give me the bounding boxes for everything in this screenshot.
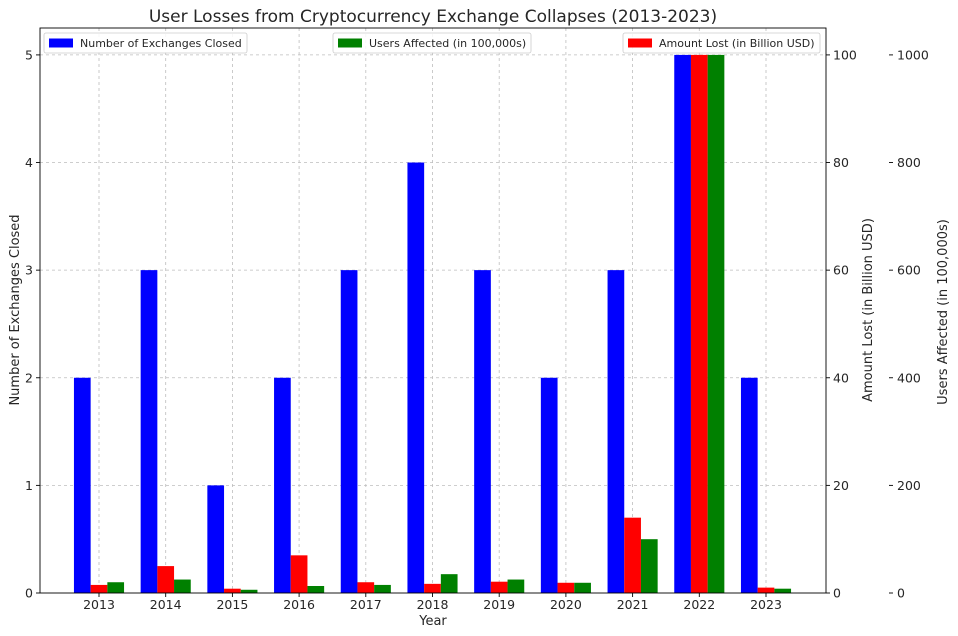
bar-left-2022 (674, 54, 691, 593)
bar-right1-2023 (757, 587, 775, 593)
bar-right2-2021 (640, 539, 658, 593)
axes: 2013 2014 2015 2016 2017 2018 2019 2020 2021 2022… (25, 47, 929, 612)
bar-right2-2016 (307, 586, 325, 593)
bar-right2-2017 (374, 584, 391, 593)
bar-right1-2020 (557, 582, 575, 593)
bar-left-2020 (540, 377, 558, 593)
bar-right1-2021 (624, 517, 641, 593)
legend-label: Amount Lost (in Billion USD) (659, 37, 815, 50)
x-tick-label: 2020 (550, 597, 582, 612)
right-users-tick-label: 0 (897, 586, 905, 601)
left-tick-label: 4 (25, 155, 33, 170)
legend-label: Users Affected (in 100,000s) (369, 37, 526, 50)
left-tick-label: 2 (25, 370, 33, 385)
plot-frame (39, 27, 827, 594)
bar-right2-2015 (240, 589, 258, 593)
right-amount-tick-label: 100 (833, 47, 857, 62)
right-amount-tick-label: 40 (833, 370, 849, 385)
x-tick-label: 2017 (350, 597, 382, 612)
x-tick-label: 2022 (683, 597, 715, 612)
bar-left-2019 (474, 270, 491, 593)
bar-right1-2015 (224, 588, 241, 593)
right-amount-tick-label: 80 (833, 155, 849, 170)
left-tick-label: 3 (25, 263, 33, 278)
legend-swatch (49, 38, 73, 48)
bar-left-2023 (740, 377, 758, 593)
bar-right1-2019 (490, 581, 508, 593)
bar-right1-2014 (157, 566, 175, 593)
right-amount-tick-label: 60 (833, 263, 849, 278)
legend-box (43, 32, 248, 54)
right-users-tick-label: 800 (897, 155, 921, 170)
bar-right2-2013 (107, 582, 125, 593)
left-tick-label: 1 (25, 478, 33, 493)
left-tick-label: 5 (25, 47, 33, 62)
legends: Number of Exchanges Closed Users Affected… (43, 32, 821, 54)
right-users-tick-label: 400 (897, 370, 921, 385)
legend-swatch (338, 38, 362, 48)
bar-right2-2019 (507, 579, 525, 593)
x-tick-label: 2016 (283, 597, 315, 612)
legend-box (622, 32, 821, 54)
bar-right2-2020 (574, 582, 591, 593)
x-tick-label: 2019 (483, 597, 515, 612)
bar-left-2015 (207, 485, 225, 593)
right-axis-label-amount: Amount Lost (in Billion USD) (861, 218, 876, 402)
bar-right2-2018 (440, 574, 458, 593)
bar-left-2014 (140, 270, 158, 593)
chart-title: User Losses from Cryptocurrency Exchange… (149, 7, 717, 27)
bar-right1-2018 (424, 583, 441, 593)
legend-upper-right: Amount Lost (in Billion USD) (622, 32, 821, 54)
bar-left-2013 (73, 377, 91, 593)
bar-left-2018 (407, 162, 425, 593)
bar-right1-2022 (690, 54, 708, 593)
legend-swatch (628, 38, 652, 48)
x-tick-label: 2021 (617, 597, 649, 612)
bar-right1-2013 (90, 584, 108, 593)
x-tick-label: 2018 (417, 597, 449, 612)
legend-upper-center: Users Affected (in 100,000s) (332, 32, 532, 54)
legend-box (332, 32, 532, 54)
right-users-tick-label: 1000 (897, 47, 929, 62)
bar-right2-2022 (707, 54, 725, 593)
left-axis-label: Number of Exchanges Closed (8, 214, 23, 405)
left-tick-label: 0 (25, 586, 33, 601)
x-axis-label: Year (418, 614, 447, 629)
bars (73, 54, 792, 593)
legend-label: Number of Exchanges Closed (80, 37, 242, 50)
bar-right2-2023 (774, 588, 792, 593)
x-tick-label: 2014 (150, 597, 182, 612)
right-users-tick-label: 600 (897, 263, 921, 278)
x-tick-label: 2023 (750, 597, 782, 612)
bar-right1-2017 (357, 582, 375, 593)
bar-right1-2016 (290, 555, 308, 593)
bar-right2-2014 (174, 579, 191, 593)
legend-upper-left: Number of Exchanges Closed (43, 32, 248, 54)
x-tick-label: 2015 (216, 597, 248, 612)
right-amount-tick-label: 0 (833, 586, 841, 601)
bar-left-2017 (340, 270, 358, 593)
bar-left-2021 (607, 270, 625, 593)
right-axis-label-users: Users Affected (in 100,000s) (936, 219, 951, 405)
bar-left-2016 (274, 377, 291, 593)
x-tick-label: 2013 (83, 597, 115, 612)
right-amount-tick-label: 20 (833, 478, 849, 493)
right-users-tick-label: 200 (897, 478, 921, 493)
